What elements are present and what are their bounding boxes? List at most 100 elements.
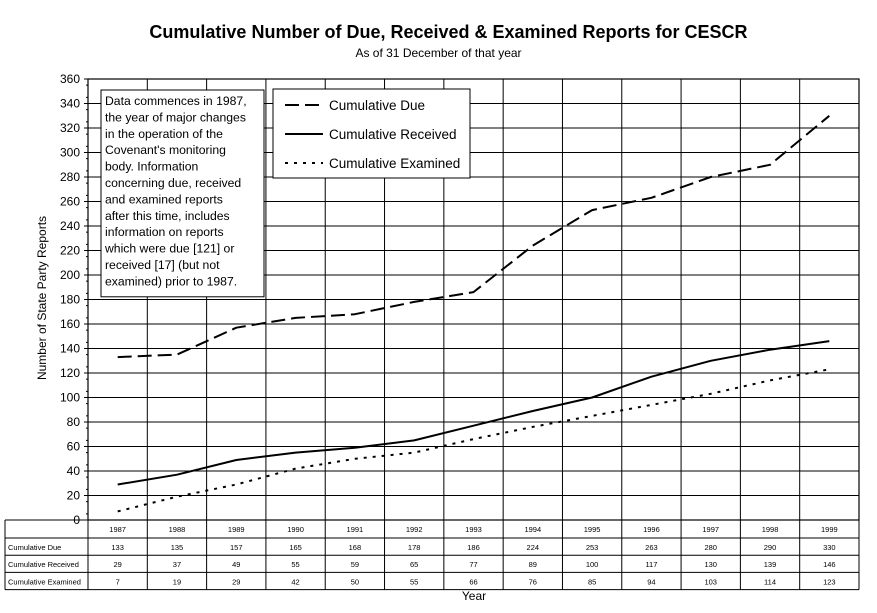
- annotation-line: the year of major changes: [105, 110, 246, 124]
- table-cell: 290: [764, 543, 777, 552]
- annotation-box: Data commences in 1987, the year of major…: [100, 89, 265, 298]
- table-cell: 76: [529, 577, 537, 586]
- table-cell: 19: [173, 577, 181, 586]
- y-tick-label: 180: [60, 293, 80, 307]
- x-tick-label: 1989: [228, 525, 245, 534]
- legend-label-1: Cumulative Received: [329, 127, 457, 142]
- annotation-line: examined) prior to 1987.: [105, 274, 237, 288]
- x-tick-label: 1994: [524, 525, 541, 534]
- table-cell: 146: [823, 560, 836, 569]
- annotation-frame: [100, 89, 265, 298]
- series-line-0: [117, 115, 830, 359]
- y-tick-label: 300: [60, 146, 80, 160]
- table-cell: 280: [704, 543, 717, 552]
- x-tick-label: 1996: [643, 525, 660, 534]
- y-tick-label: 140: [60, 342, 80, 356]
- table-cell: 224: [527, 543, 540, 552]
- table-cell: 133: [111, 543, 124, 552]
- legend-label-0: Cumulative Due: [329, 98, 425, 113]
- x-axis-label: Year: [462, 589, 486, 603]
- table-cell: 168: [349, 543, 362, 552]
- annotation-line: information on reports: [105, 225, 224, 239]
- table-cell: 100: [586, 560, 599, 569]
- y-tick-label: 320: [60, 121, 80, 135]
- y-tick-label: 120: [60, 366, 80, 380]
- annotation-line: concerning due, received: [105, 176, 241, 190]
- y-tick-label: 220: [60, 244, 80, 258]
- table-cell: 135: [171, 543, 184, 552]
- table-row-label: Cumulative Examined: [8, 577, 81, 586]
- table-cell: 103: [704, 577, 717, 586]
- annotation-line: in the operation of the: [105, 127, 223, 141]
- table-cell: 263: [645, 543, 658, 552]
- legend-label-2: Cumulative Examined: [329, 156, 460, 171]
- legend: Cumulative Due Cumulative Received Cumulat…: [272, 88, 471, 179]
- y-axis-ticks: 0204060801001201401601802002202402602803…: [60, 72, 88, 527]
- table-cell: 7: [116, 577, 120, 586]
- table-cell: 178: [408, 543, 421, 552]
- x-tick-label: 1993: [465, 525, 482, 534]
- y-tick-label: 40: [67, 464, 81, 478]
- y-tick-label: 340: [60, 97, 80, 111]
- annotation-line: received [17] (but not: [105, 258, 220, 272]
- y-tick-label: 260: [60, 195, 80, 209]
- y-tick-label: 80: [67, 415, 81, 429]
- annotation-line: Covenant's monitoring: [105, 143, 226, 157]
- chart-title: Cumulative Number of Due, Received & Exa…: [149, 22, 748, 42]
- data-table: 1987 1988 1989 1990 1991 1992 1993 1994 1995 1996…: [4, 519, 860, 591]
- x-tick-label: 1998: [762, 525, 779, 534]
- table-cell: 50: [351, 577, 359, 586]
- table-cell: 77: [469, 560, 477, 569]
- table-cell: 49: [232, 560, 240, 569]
- table-cell: 94: [647, 577, 655, 586]
- table-cell: 65: [410, 560, 418, 569]
- table-cell: 29: [113, 560, 121, 569]
- table-cell: 114: [764, 577, 776, 586]
- x-tick-label: 1995: [584, 525, 601, 534]
- table-cell: 117: [645, 560, 657, 569]
- x-tick-label: 1991: [347, 525, 364, 534]
- y-tick-label: 280: [60, 170, 80, 184]
- chart-subtitle: As of 31 December of that year: [355, 46, 522, 60]
- y-tick-label: 60: [67, 440, 81, 454]
- table-cell: 29: [232, 577, 240, 586]
- x-tick-label: 1992: [406, 525, 423, 534]
- table-cell: 59: [351, 560, 359, 569]
- series-line-1: [117, 340, 830, 486]
- table-cell: 42: [291, 577, 299, 586]
- table-cell: 253: [586, 543, 599, 552]
- table-row-label: Cumulative Received: [8, 560, 79, 569]
- y-tick-label: 360: [60, 72, 80, 86]
- table-row-label: Cumulative Due: [8, 543, 61, 552]
- y-tick-label: 240: [60, 219, 80, 233]
- annotation-line: Data commences in 1987,: [105, 94, 247, 108]
- y-tick-label: 20: [67, 489, 81, 503]
- x-tick-label: 1999: [821, 525, 838, 534]
- table-cell: 66: [469, 577, 477, 586]
- table-cell: 85: [588, 577, 596, 586]
- table-cell: 165: [289, 543, 302, 552]
- annotation-line: which were due [121] or: [104, 242, 234, 256]
- x-tick-label: 1987: [109, 525, 126, 534]
- table-cell: 123: [823, 577, 836, 586]
- y-tick-label: 100: [60, 391, 80, 405]
- table-cell: 139: [764, 560, 777, 569]
- table-cell: 157: [230, 543, 243, 552]
- table-cell: 89: [529, 560, 537, 569]
- table-cell: 130: [704, 560, 717, 569]
- series-line-2: [117, 368, 830, 513]
- x-tick-label: 1997: [702, 525, 719, 534]
- table-cell: 37: [173, 560, 181, 569]
- table-cell: 55: [410, 577, 418, 586]
- table-cell: 186: [467, 543, 480, 552]
- x-tick-label: 1988: [169, 525, 186, 534]
- table-cell: 330: [823, 543, 836, 552]
- y-tick-label: 160: [60, 317, 80, 331]
- annotation-line: after this time, includes: [105, 209, 230, 223]
- x-tick-label: 1990: [287, 525, 304, 534]
- annotation-line: body. Information: [105, 160, 198, 174]
- y-tick-label: 200: [60, 268, 80, 282]
- series-lines: [117, 115, 830, 513]
- y-axis-label: Number of State Party Reports: [35, 216, 49, 380]
